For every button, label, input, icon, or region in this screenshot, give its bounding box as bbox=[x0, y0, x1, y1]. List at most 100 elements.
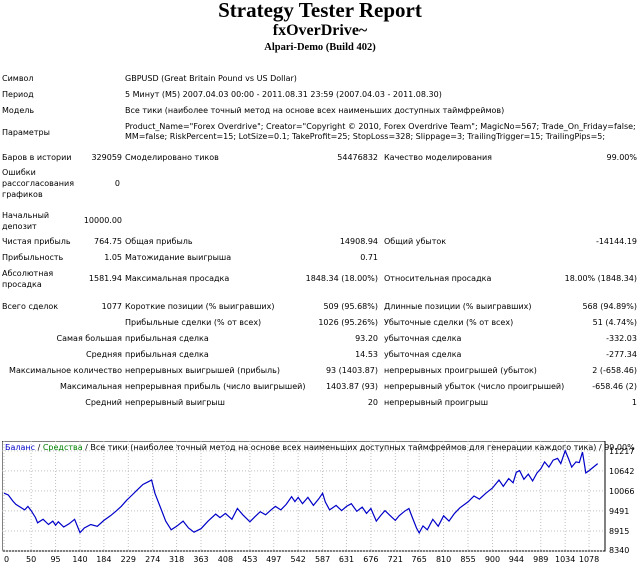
report-title: Strategy Tester Report bbox=[218, 0, 422, 22]
y-tick-label: 11217 bbox=[609, 447, 634, 456]
max-cons-wins-value: 93 (1403.87) bbox=[325, 366, 378, 375]
x-tick-label: 184 bbox=[96, 555, 111, 564]
x-tick-label: 140 bbox=[72, 555, 87, 564]
gross-loss-label: Общий убыток bbox=[384, 237, 447, 246]
y-tick-label: 8915 bbox=[609, 527, 629, 536]
x-tick-label: 989 bbox=[533, 555, 548, 564]
max-cons-loss-value: -658.46 (2) bbox=[592, 382, 637, 391]
x-tick-label: 318 bbox=[169, 555, 184, 564]
gross-loss-value: -14144.19 bbox=[595, 237, 637, 246]
x-tick-label: 408 bbox=[218, 555, 233, 564]
largest-loss-value: -332.03 bbox=[606, 334, 637, 343]
average-loss-label: убыточная сделка bbox=[384, 350, 462, 359]
profit-factor-label: Прибыльность bbox=[2, 253, 64, 262]
maximal-label: Максимальная bbox=[60, 382, 122, 391]
x-tick-label: 0 bbox=[4, 555, 9, 564]
quality-label: Качество моделирования bbox=[384, 153, 492, 162]
largest-loss-label: убыточная сделка bbox=[384, 334, 462, 343]
params-label: Параметры bbox=[2, 128, 50, 137]
largest-label: Самая большая bbox=[56, 334, 122, 343]
bars-label: Баров в истории bbox=[2, 153, 72, 162]
x-tick-label: 274 bbox=[145, 555, 160, 564]
errors-value: 0 bbox=[114, 179, 120, 188]
max-drawdown-value: 1848.34 (18.00%) bbox=[305, 274, 378, 283]
x-tick-label: 497 bbox=[266, 555, 281, 564]
x-tick-label: 363 bbox=[193, 555, 208, 564]
deposit-label-1: Начальный bbox=[2, 211, 50, 220]
model-label: Модель bbox=[2, 106, 35, 115]
x-tick-label: 587 bbox=[315, 555, 330, 564]
legend-sep: / bbox=[35, 443, 43, 452]
legend-balance: Баланс bbox=[5, 443, 35, 452]
average-loss-value: -277.34 bbox=[606, 350, 637, 359]
balance-chart: 11217 10642 10066 9491 8915 8340 0 50 95 140 184 2… bbox=[1, 440, 638, 565]
abs-drawdown-label-2: просадка bbox=[2, 280, 42, 289]
x-tick-label: 229 bbox=[121, 555, 136, 564]
y-tick-label: 10066 bbox=[609, 487, 634, 496]
legend-equity: Средства bbox=[43, 443, 83, 452]
x-tick-label: 1034 bbox=[555, 555, 575, 564]
x-tick-label: 50 bbox=[26, 555, 36, 564]
expected-payoff-value: 0.71 bbox=[360, 253, 378, 262]
model-value: Все тики (наиболее точный метод на основ… bbox=[125, 106, 505, 115]
params-line-1: Product_Name="Forex Overdrive"; Creator=… bbox=[125, 122, 636, 131]
max-cons-losses-label: непрерывных проигрышей (убыток) bbox=[384, 366, 537, 375]
x-tick-label: 944 bbox=[509, 555, 524, 564]
profit-trades-label: Прибыльные сделки (% от всех) bbox=[125, 318, 262, 327]
average-profit-value: 14.53 bbox=[355, 350, 378, 359]
gross-profit-label: Общая прибыль bbox=[125, 237, 193, 246]
ticks-value: 54476832 bbox=[337, 153, 378, 162]
plot-frame bbox=[1, 440, 606, 552]
loss-trades-value: 51 (4.74%) bbox=[592, 318, 637, 327]
x-tick-label: 542 bbox=[291, 555, 306, 564]
deposit-label-2: депозит bbox=[2, 222, 37, 231]
chart-legend: Баланс / Средства / Все тики (наиболее т… bbox=[5, 443, 635, 452]
average-profit-label: прибыльная сделка bbox=[125, 350, 209, 359]
y-tick-label: 10642 bbox=[609, 467, 634, 476]
x-tick-label: 631 bbox=[339, 555, 354, 564]
deposit-value: 10000.00 bbox=[83, 216, 122, 225]
symbol-value: GBPUSD (Great Britain Pound vs US Dollar… bbox=[125, 74, 297, 83]
params-line-2: MM=false; RiskPercent=15; LotSize=0.1; T… bbox=[125, 132, 606, 141]
legend-model: / Все тики (наиболее точный метод на осн… bbox=[83, 443, 635, 452]
total-trades-label: Всего сделок bbox=[2, 302, 59, 311]
avg-cons-wins-label: непрерывный выигрыш bbox=[125, 398, 225, 407]
ticks-label: Смоделировано тиков bbox=[125, 153, 219, 162]
balance-chart-svg: 11217 10642 10066 9491 8915 8340 0 50 95 140 184 2… bbox=[1, 440, 635, 564]
avg-cons-losses-value: 1 bbox=[631, 398, 637, 407]
bars-value: 329059 bbox=[91, 153, 122, 162]
average-label: Средняя bbox=[86, 350, 122, 359]
short-positions-value: 509 (95.68%) bbox=[323, 302, 378, 311]
errors-label-2: рассогласования bbox=[2, 179, 75, 188]
errors-label-1: Ошибки bbox=[2, 168, 36, 177]
max-cons-profit-value: 1403.87 (93) bbox=[325, 382, 378, 391]
largest-profit-value: 93.20 bbox=[355, 334, 378, 343]
max-drawdown-label: Максимальная просадка bbox=[125, 274, 230, 283]
total-trades-value: 1077 bbox=[101, 302, 122, 311]
x-tick-label: 453 bbox=[242, 555, 257, 564]
x-tick-label: 1078 bbox=[579, 555, 599, 564]
max-cons-profit-label: непрерывная прибыль (число выигрышей) bbox=[125, 382, 306, 391]
x-tick-label: 676 bbox=[363, 555, 378, 564]
x-tick-label: 721 bbox=[388, 555, 403, 564]
y-tick-label: 9491 bbox=[609, 507, 629, 516]
loss-trades-label: Убыточные сделки (% от всех) bbox=[384, 318, 514, 327]
rel-drawdown-label: Относительная просадка bbox=[384, 274, 492, 283]
max-cons-loss-label: непрерывный убыток (число проигрышей) bbox=[384, 382, 565, 391]
long-positions-value: 568 (94.89%) bbox=[582, 302, 637, 311]
net-profit-label: Чистая прибыль bbox=[2, 237, 71, 246]
avg-cons-label: Средний bbox=[85, 398, 122, 407]
x-tick-label: 765 bbox=[412, 555, 427, 564]
net-profit-value: 764.75 bbox=[94, 237, 122, 246]
balance-series-line bbox=[3, 449, 599, 535]
y-tick-label: 8340 bbox=[609, 546, 629, 555]
profit-trades-value: 1026 (95.26%) bbox=[318, 318, 378, 327]
period-value: 5 Минут (M5) 2007.04.03 00:00 - 2011.08.… bbox=[125, 90, 442, 99]
server-name: Alpari-Demo (Build 402) bbox=[264, 42, 376, 53]
long-positions-label: Длинные позиции (% выигравших) bbox=[384, 302, 532, 311]
quality-value: 99.00% bbox=[606, 153, 637, 162]
x-tick-label: 855 bbox=[460, 555, 475, 564]
max-cons-losses-value: 2 (-658.46) bbox=[592, 366, 637, 375]
symbol-label: Символ bbox=[2, 74, 34, 83]
gross-profit-value: 14908.94 bbox=[339, 237, 378, 246]
